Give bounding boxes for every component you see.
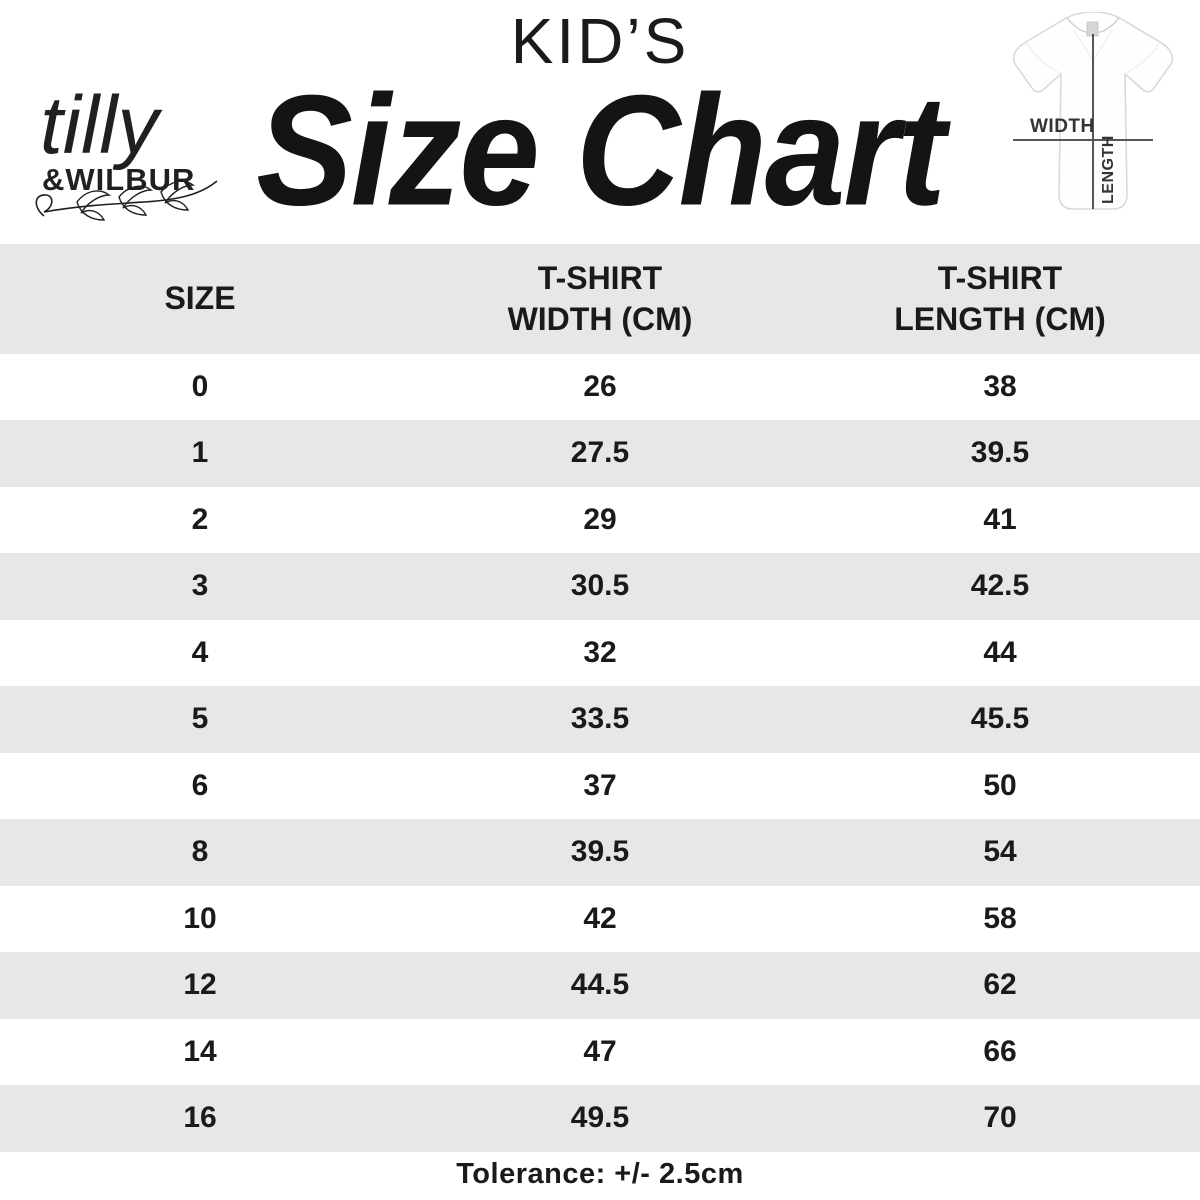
svg-text:LENGTH: LENGTH [1100,135,1117,204]
svg-text:WIDTH: WIDTH [1030,116,1095,137]
